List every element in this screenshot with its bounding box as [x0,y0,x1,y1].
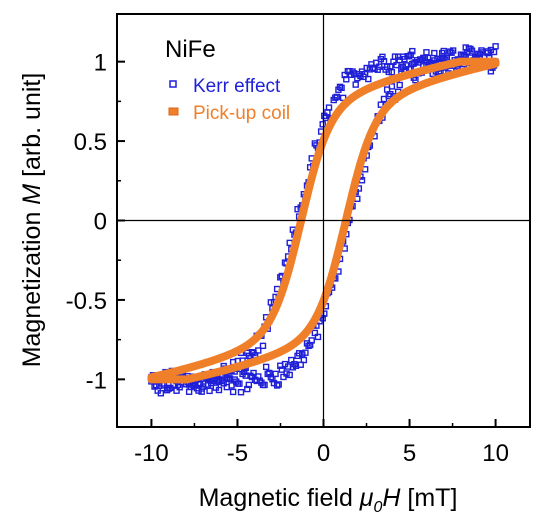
y-tick-label: 0 [94,209,107,236]
legend-marker-kerr-effect [169,80,177,88]
kerr-data-point [255,373,262,380]
kerr-data-point [223,374,231,381]
kerr-data-point [431,49,438,57]
kerr-data-point [325,104,333,111]
kerr-data-point [336,83,344,91]
kerr-data-point [478,49,485,56]
x-tick-label: -10 [134,440,169,467]
kerr-data-point [396,81,403,89]
kerr-data-point [206,387,213,395]
kerr-data-point [412,76,419,84]
kerr-data-point [240,368,248,376]
legend: Kerr effect Pick-up coil [168,76,290,124]
kerr-data-point [176,384,183,391]
kerr-data-point [424,54,432,62]
kerr-data-point [333,93,341,101]
kerr-data-point [352,81,359,88]
kerr-data-point [165,385,172,392]
chart-title: NiFe [165,36,216,63]
kerr-data-point [229,388,237,396]
y-axis-label-suffix: [arb. unit] [18,73,46,184]
x-axis-label-suffix: [mT] [400,484,457,512]
kerr-data-point [407,51,414,58]
kerr-data-point [273,382,281,389]
kerr-data-point [272,370,279,378]
y-axis-label: Magnetization M [arb. unit] [18,73,46,368]
x-tick-label: -5 [227,440,248,467]
kerr-data-point [338,84,345,92]
kerr-data-point [291,360,298,368]
x-axis-label-mu: μ [359,484,374,512]
kerr-data-point [314,333,322,341]
kerr-data-point [388,83,396,90]
series-layer [147,43,500,397]
y-tick-label: 1 [94,50,107,77]
x-axis-label: Magnetic field μ0H [mT] [199,484,458,516]
kerr-data-point [157,390,165,397]
kerr-data-point [423,49,430,56]
kerr-data-point [259,342,267,350]
x-axis-label-H: H [382,484,401,512]
kerr-data-point [319,121,326,128]
kerr-data-point [237,389,245,396]
kerr-data-point [302,349,309,356]
kerr-data-point [255,347,262,354]
kerr-data-point [376,63,383,70]
x-tick-label: 10 [482,440,509,467]
y-tick-label: -1 [86,367,107,394]
kerr-data-point [468,47,476,54]
kerr-data-point [300,356,308,364]
legend-marker-pick-up-coil [168,107,179,116]
kerr-data-point [457,51,465,58]
kerr-data-point [467,45,474,53]
kerr-data-point [245,381,253,389]
x-tick-label: 0 [317,440,330,467]
kerr-data-point [250,369,257,377]
kerr-data-point [492,43,499,50]
kerr-data-point [218,377,226,385]
kerr-data-point [332,94,339,101]
kerr-data-point [409,47,416,55]
kerr-data-point [266,369,273,377]
kerr-data-point [262,363,270,371]
x-axis-label-prefix: Magnetic field [199,484,360,512]
y-tick-label: -0.5 [66,288,107,315]
kerr-data-point [244,385,251,393]
kerr-data-point [308,337,315,344]
kerr-data-point [484,48,491,55]
kerr-data-point [449,47,457,54]
ticks-layer: -10 -5 0 5 10 -1 -0.5 0 0.5 1 [66,50,509,467]
kerr-data-point [236,380,243,387]
kerr-data-point [261,381,268,389]
kerr-data-point [156,382,163,390]
y-tick-label: 0.5 [74,129,107,156]
kerr-data-point [365,75,372,83]
x-tick-label: 5 [403,440,416,467]
legend-label-pick-up-coil: Pick-up coil [193,103,290,124]
kerr-data-point [228,382,235,389]
kerr-data-point [275,381,282,388]
kerr-data-point [196,381,204,388]
x-axis-label-sub: 0 [374,499,383,516]
kerr-data-point [198,388,205,395]
kerr-data-point [215,386,223,394]
kerr-data-point [388,69,396,76]
y-axis-label-M: M [18,184,46,205]
kerr-data-point [343,76,350,83]
kerr-data-point [225,375,232,383]
legend-label-kerr-effect: Kerr effect [193,76,281,97]
kerr-data-point [440,47,447,55]
kerr-data-point [286,371,293,379]
y-axis-label-prefix: Magnetization [18,205,46,368]
